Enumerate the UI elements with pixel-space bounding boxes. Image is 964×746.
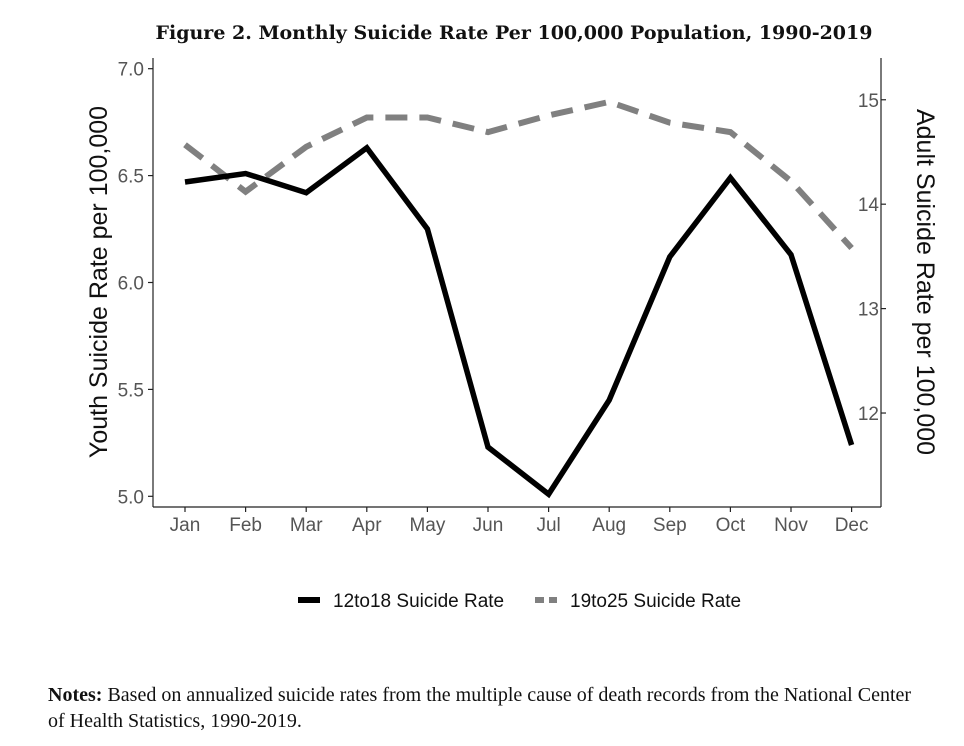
right-tick-label: 12 <box>858 404 879 425</box>
left-axis-title: Youth Suicide Rate per 100,000 <box>85 106 113 458</box>
x-tick-label: Jan <box>170 515 201 536</box>
adult-rate-line <box>183 98 854 251</box>
left-tick-label: 5.0 <box>118 487 144 508</box>
x-tick-label: Aug <box>592 515 626 536</box>
youth-rate-line <box>184 143 855 499</box>
chart: Figure 2. Monthly Suicide Rate Per 100,0… <box>85 22 939 612</box>
right-y-axis: 12 13 14 15 <box>858 58 886 507</box>
x-tick-label: Dec <box>835 515 869 536</box>
x-tick-label: Feb <box>229 515 262 536</box>
x-tick-label: Sep <box>653 515 687 536</box>
right-tick-label: 14 <box>858 195 880 216</box>
x-tick-label: Oct <box>716 515 746 536</box>
series-layer <box>183 98 855 499</box>
chart-title: Figure 2. Monthly Suicide Rate Per 100,0… <box>156 22 873 44</box>
right-axis-title: Adult Suicide Rate per 100,000 <box>911 109 939 455</box>
legend-label-youth: 12to18 Suicide Rate <box>333 591 504 612</box>
x-tick-label: Jun <box>473 515 504 536</box>
figure-notes: Notes: Based on annualized suicide rates… <box>48 682 928 734</box>
x-axis: Jan Feb Mar Apr May Jun Jul Aug Sep Oct Nov Dec <box>153 506 881 536</box>
x-tick-label: Jul <box>536 515 560 536</box>
x-tick-label: Apr <box>352 515 382 536</box>
legend: 12to18 Suicide Rate 19to25 Suicide Rate <box>298 591 741 612</box>
x-tick-label: Nov <box>774 515 808 536</box>
notes-label: Notes: <box>48 684 103 706</box>
notes-text: Based on annualized suicide rates from t… <box>48 684 912 732</box>
right-tick-label: 15 <box>858 91 879 112</box>
x-tick-label: Mar <box>290 515 323 536</box>
left-tick-label: 5.5 <box>118 380 144 401</box>
left-tick-label: 7.0 <box>118 60 144 81</box>
left-tick-label: 6.0 <box>118 274 144 295</box>
legend-label-adult: 19to25 Suicide Rate <box>570 591 741 612</box>
left-tick-label: 6.5 <box>118 167 144 188</box>
x-tick-label: May <box>409 515 445 536</box>
left-y-axis: 5.0 5.5 6.0 6.5 7.0 <box>118 58 154 508</box>
right-tick-label: 13 <box>858 300 879 321</box>
